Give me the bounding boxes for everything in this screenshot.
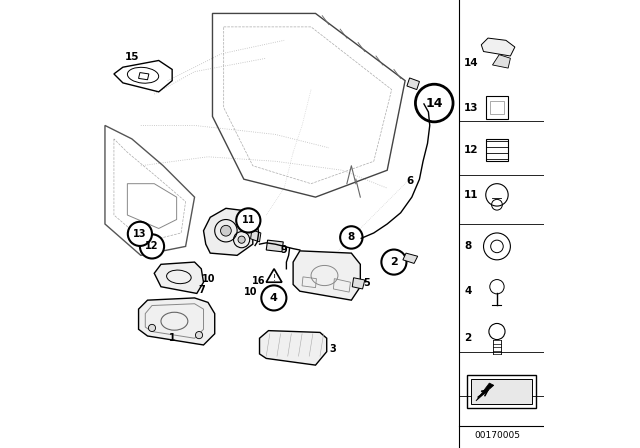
Polygon shape xyxy=(154,262,204,293)
Polygon shape xyxy=(352,278,365,289)
Polygon shape xyxy=(407,78,419,90)
Text: 11: 11 xyxy=(241,215,255,225)
Polygon shape xyxy=(266,240,284,252)
Text: 00170005: 00170005 xyxy=(474,431,520,440)
Text: 5: 5 xyxy=(364,278,370,288)
Polygon shape xyxy=(476,383,494,401)
Circle shape xyxy=(221,225,231,236)
Text: 8: 8 xyxy=(348,233,355,242)
Circle shape xyxy=(238,236,245,243)
Text: 9: 9 xyxy=(281,245,287,255)
Text: 1: 1 xyxy=(169,333,175,343)
Text: 7: 7 xyxy=(198,285,205,295)
Polygon shape xyxy=(204,208,253,255)
Text: 15: 15 xyxy=(125,52,139,62)
Circle shape xyxy=(381,250,406,275)
Polygon shape xyxy=(481,38,515,56)
Text: 14: 14 xyxy=(464,58,479,68)
Text: 4: 4 xyxy=(270,293,278,303)
Polygon shape xyxy=(293,251,360,300)
Text: 16: 16 xyxy=(252,276,266,286)
Text: 14: 14 xyxy=(426,96,443,110)
Polygon shape xyxy=(139,298,215,345)
Polygon shape xyxy=(403,253,418,263)
Text: 12: 12 xyxy=(464,145,479,155)
Text: 12: 12 xyxy=(145,241,159,251)
Circle shape xyxy=(148,324,156,332)
Circle shape xyxy=(140,234,164,258)
Polygon shape xyxy=(493,55,511,68)
Text: 13: 13 xyxy=(133,229,147,239)
Circle shape xyxy=(195,332,203,339)
Polygon shape xyxy=(251,230,261,242)
Text: !: ! xyxy=(273,274,276,283)
Text: 10: 10 xyxy=(202,274,216,284)
Text: 3: 3 xyxy=(329,344,336,353)
Text: 2: 2 xyxy=(390,257,398,267)
Circle shape xyxy=(415,84,453,122)
Text: 4: 4 xyxy=(464,286,472,296)
Circle shape xyxy=(128,222,152,246)
Circle shape xyxy=(261,285,287,310)
Text: 8: 8 xyxy=(464,241,472,251)
Text: 13: 13 xyxy=(464,103,479,112)
Text: 2: 2 xyxy=(464,333,472,343)
Text: 11: 11 xyxy=(464,190,479,200)
Text: 6: 6 xyxy=(406,177,413,186)
Polygon shape xyxy=(260,331,327,365)
Text: 10: 10 xyxy=(244,287,257,297)
Circle shape xyxy=(236,208,260,233)
Circle shape xyxy=(340,226,362,249)
Polygon shape xyxy=(472,379,532,404)
